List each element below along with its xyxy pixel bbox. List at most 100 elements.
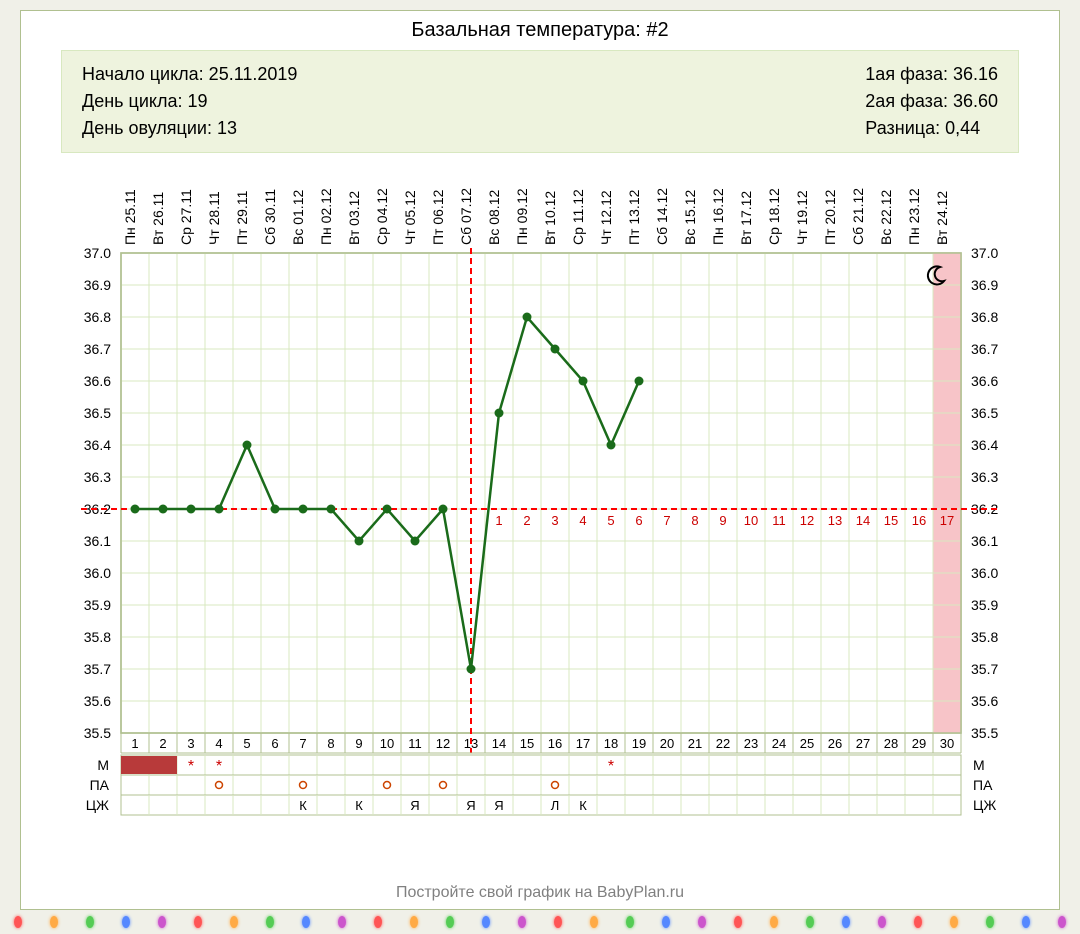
svg-text:Ср 18.12: Ср 18.12 bbox=[766, 188, 782, 245]
svg-text:14: 14 bbox=[856, 513, 870, 528]
svg-text:23: 23 bbox=[744, 736, 758, 751]
svg-text:Ср 11.12: Ср 11.12 bbox=[570, 189, 586, 245]
svg-text:36.3: 36.3 bbox=[84, 469, 111, 485]
svg-text:ЦЖ: ЦЖ bbox=[973, 797, 996, 813]
svg-text:7: 7 bbox=[299, 736, 306, 751]
svg-text:16: 16 bbox=[548, 736, 562, 751]
svg-text:13: 13 bbox=[464, 736, 478, 751]
svg-text:12: 12 bbox=[436, 736, 450, 751]
svg-text:24: 24 bbox=[772, 736, 786, 751]
svg-text:Пн 25.11: Пн 25.11 bbox=[122, 189, 138, 245]
svg-text:Пн 09.12: Пн 09.12 bbox=[514, 188, 530, 245]
svg-text:36.7: 36.7 bbox=[84, 341, 111, 357]
svg-text:Вт 03.12: Вт 03.12 bbox=[346, 191, 362, 245]
svg-text:36.3: 36.3 bbox=[971, 469, 998, 485]
svg-text:1: 1 bbox=[495, 513, 502, 528]
svg-text:11: 11 bbox=[408, 736, 422, 751]
svg-text:29: 29 bbox=[912, 736, 926, 751]
svg-text:Вт 26.11: Вт 26.11 bbox=[150, 192, 166, 245]
svg-text:К: К bbox=[579, 798, 587, 813]
svg-text:М: М bbox=[97, 757, 109, 773]
svg-text:35.8: 35.8 bbox=[971, 629, 998, 645]
page-root: Базальная температура: #2 Начало цикла: … bbox=[0, 0, 1080, 934]
svg-text:Пт 06.12: Пт 06.12 bbox=[430, 189, 446, 245]
svg-text:Вс 01.12: Вс 01.12 bbox=[290, 190, 306, 245]
svg-text:Вс 08.12: Вс 08.12 bbox=[486, 190, 502, 245]
svg-text:36.1: 36.1 bbox=[84, 533, 111, 549]
svg-text:К: К bbox=[299, 798, 307, 813]
svg-text:Я: Я bbox=[410, 798, 419, 813]
svg-text:Сб 07.12: Сб 07.12 bbox=[458, 188, 474, 245]
svg-text:Ср 04.12: Ср 04.12 bbox=[374, 188, 390, 245]
svg-text:Пн 16.12: Пн 16.12 bbox=[710, 188, 726, 245]
svg-text:27: 27 bbox=[856, 736, 870, 751]
svg-text:17: 17 bbox=[940, 513, 954, 528]
svg-text:36.4: 36.4 bbox=[84, 437, 111, 453]
svg-text:М: М bbox=[973, 757, 985, 773]
svg-text:35.7: 35.7 bbox=[84, 661, 111, 677]
svg-text:18: 18 bbox=[604, 736, 618, 751]
svg-text:К: К bbox=[355, 798, 363, 813]
info-cycle-start: Начало цикла: 25.11.2019 bbox=[82, 61, 297, 88]
svg-text:Сб 30.11: Сб 30.11 bbox=[262, 189, 278, 245]
svg-text:21: 21 bbox=[688, 736, 702, 751]
svg-text:1: 1 bbox=[131, 736, 138, 751]
svg-text:36.1: 36.1 bbox=[971, 533, 998, 549]
svg-text:35.5: 35.5 bbox=[84, 725, 111, 741]
svg-text:26: 26 bbox=[828, 736, 842, 751]
svg-text:13: 13 bbox=[828, 513, 842, 528]
svg-text:Пн 23.12: Пн 23.12 bbox=[906, 188, 922, 245]
svg-text:10: 10 bbox=[744, 513, 758, 528]
svg-text:Вс 22.12: Вс 22.12 bbox=[878, 190, 894, 245]
svg-text:35.6: 35.6 bbox=[84, 693, 111, 709]
svg-text:9: 9 bbox=[355, 736, 362, 751]
svg-text:ПА: ПА bbox=[973, 777, 993, 793]
svg-text:Пт 29.11: Пт 29.11 bbox=[234, 190, 250, 245]
svg-text:36.9: 36.9 bbox=[971, 277, 998, 293]
info-diff: Разница: 0,44 bbox=[865, 115, 998, 142]
svg-text:36.5: 36.5 bbox=[971, 405, 998, 421]
svg-text:36.2: 36.2 bbox=[84, 501, 111, 517]
svg-text:8: 8 bbox=[691, 513, 698, 528]
svg-text:37.0: 37.0 bbox=[84, 245, 111, 261]
svg-text:36.8: 36.8 bbox=[84, 309, 111, 325]
svg-text:35.9: 35.9 bbox=[971, 597, 998, 613]
svg-text:25: 25 bbox=[800, 736, 814, 751]
svg-text:36.0: 36.0 bbox=[84, 565, 111, 581]
info-box: Начало цикла: 25.11.2019 День цикла: 19 … bbox=[61, 50, 1019, 153]
svg-text:3: 3 bbox=[551, 513, 558, 528]
svg-text:35.7: 35.7 bbox=[971, 661, 998, 677]
svg-text:10: 10 bbox=[380, 736, 394, 751]
chart-title: Базальная температура: #2 bbox=[21, 11, 1059, 46]
svg-text:17: 17 bbox=[576, 736, 590, 751]
svg-text:Вт 10.12: Вт 10.12 bbox=[542, 191, 558, 245]
svg-text:35.9: 35.9 bbox=[84, 597, 111, 613]
svg-text:36.0: 36.0 bbox=[971, 565, 998, 581]
svg-text:36.4: 36.4 bbox=[971, 437, 998, 453]
svg-text:36.6: 36.6 bbox=[971, 373, 998, 389]
svg-text:16: 16 bbox=[912, 513, 926, 528]
info-ovulation-day: День овуляции: 13 bbox=[82, 115, 297, 142]
svg-text:2: 2 bbox=[159, 736, 166, 751]
svg-text:Пт 13.12: Пт 13.12 bbox=[626, 189, 642, 245]
svg-text:Чт 19.12: Чт 19.12 bbox=[794, 190, 810, 245]
svg-text:12: 12 bbox=[800, 513, 814, 528]
svg-text:Сб 21.12: Сб 21.12 bbox=[850, 188, 866, 245]
svg-text:20: 20 bbox=[660, 736, 674, 751]
svg-text:ЦЖ: ЦЖ bbox=[86, 797, 109, 813]
svg-text:36.6: 36.6 bbox=[84, 373, 111, 389]
bbt-chart-svg: 37.037.036.936.936.836.836.736.736.636.6… bbox=[31, 163, 1051, 873]
svg-text:*: * bbox=[188, 758, 194, 775]
svg-text:Вс 15.12: Вс 15.12 bbox=[682, 190, 698, 245]
svg-text:22: 22 bbox=[716, 736, 730, 751]
svg-text:28: 28 bbox=[884, 736, 898, 751]
svg-text:19: 19 bbox=[632, 736, 646, 751]
svg-text:Чт 05.12: Чт 05.12 bbox=[402, 190, 418, 245]
svg-text:5: 5 bbox=[607, 513, 614, 528]
svg-text:Чт 28.11: Чт 28.11 bbox=[206, 191, 222, 245]
svg-text:Вт 24.12: Вт 24.12 bbox=[934, 191, 950, 245]
svg-text:6: 6 bbox=[635, 513, 642, 528]
svg-text:15: 15 bbox=[520, 736, 534, 751]
svg-text:Я: Я bbox=[494, 798, 503, 813]
svg-text:15: 15 bbox=[884, 513, 898, 528]
